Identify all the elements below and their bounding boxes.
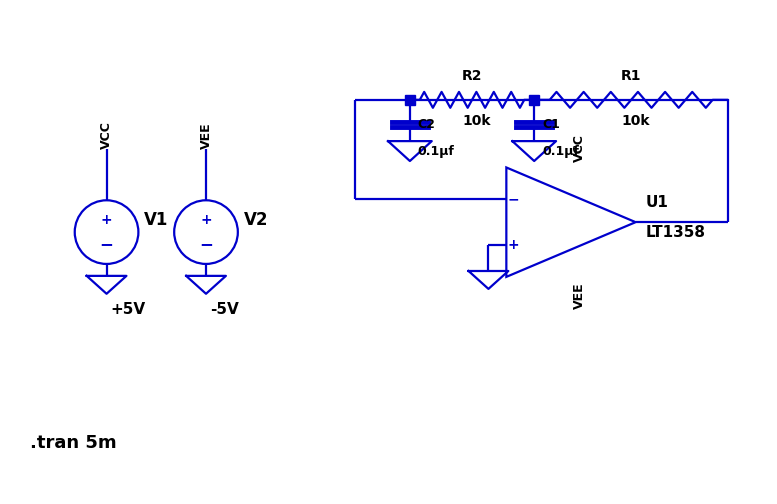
Text: VCC: VCC: [573, 134, 586, 161]
Text: V2: V2: [244, 211, 268, 229]
Text: C2: C2: [418, 118, 436, 131]
Text: .tran 5m: .tran 5m: [30, 434, 117, 452]
Text: U1: U1: [646, 195, 668, 210]
Text: VEE: VEE: [200, 122, 213, 149]
Text: 0.1μf: 0.1μf: [418, 145, 455, 158]
Text: +5V: +5V: [110, 302, 145, 317]
Text: C1: C1: [542, 118, 560, 131]
Text: 10k: 10k: [622, 114, 650, 128]
Text: +: +: [507, 238, 519, 252]
Text: R2: R2: [462, 69, 483, 83]
Text: 0.1μf: 0.1μf: [542, 145, 579, 158]
Text: −: −: [507, 192, 519, 206]
Text: VEE: VEE: [573, 283, 586, 309]
Text: −: −: [99, 235, 113, 253]
Text: LT1358: LT1358: [646, 225, 706, 239]
Text: 10k: 10k: [463, 114, 491, 128]
Text: V1: V1: [145, 211, 169, 229]
Text: +: +: [200, 213, 212, 227]
Text: VCC: VCC: [100, 120, 113, 149]
Text: -5V: -5V: [210, 302, 239, 317]
Text: −: −: [199, 235, 213, 253]
Text: +: +: [101, 213, 113, 227]
Text: R1: R1: [621, 69, 641, 83]
